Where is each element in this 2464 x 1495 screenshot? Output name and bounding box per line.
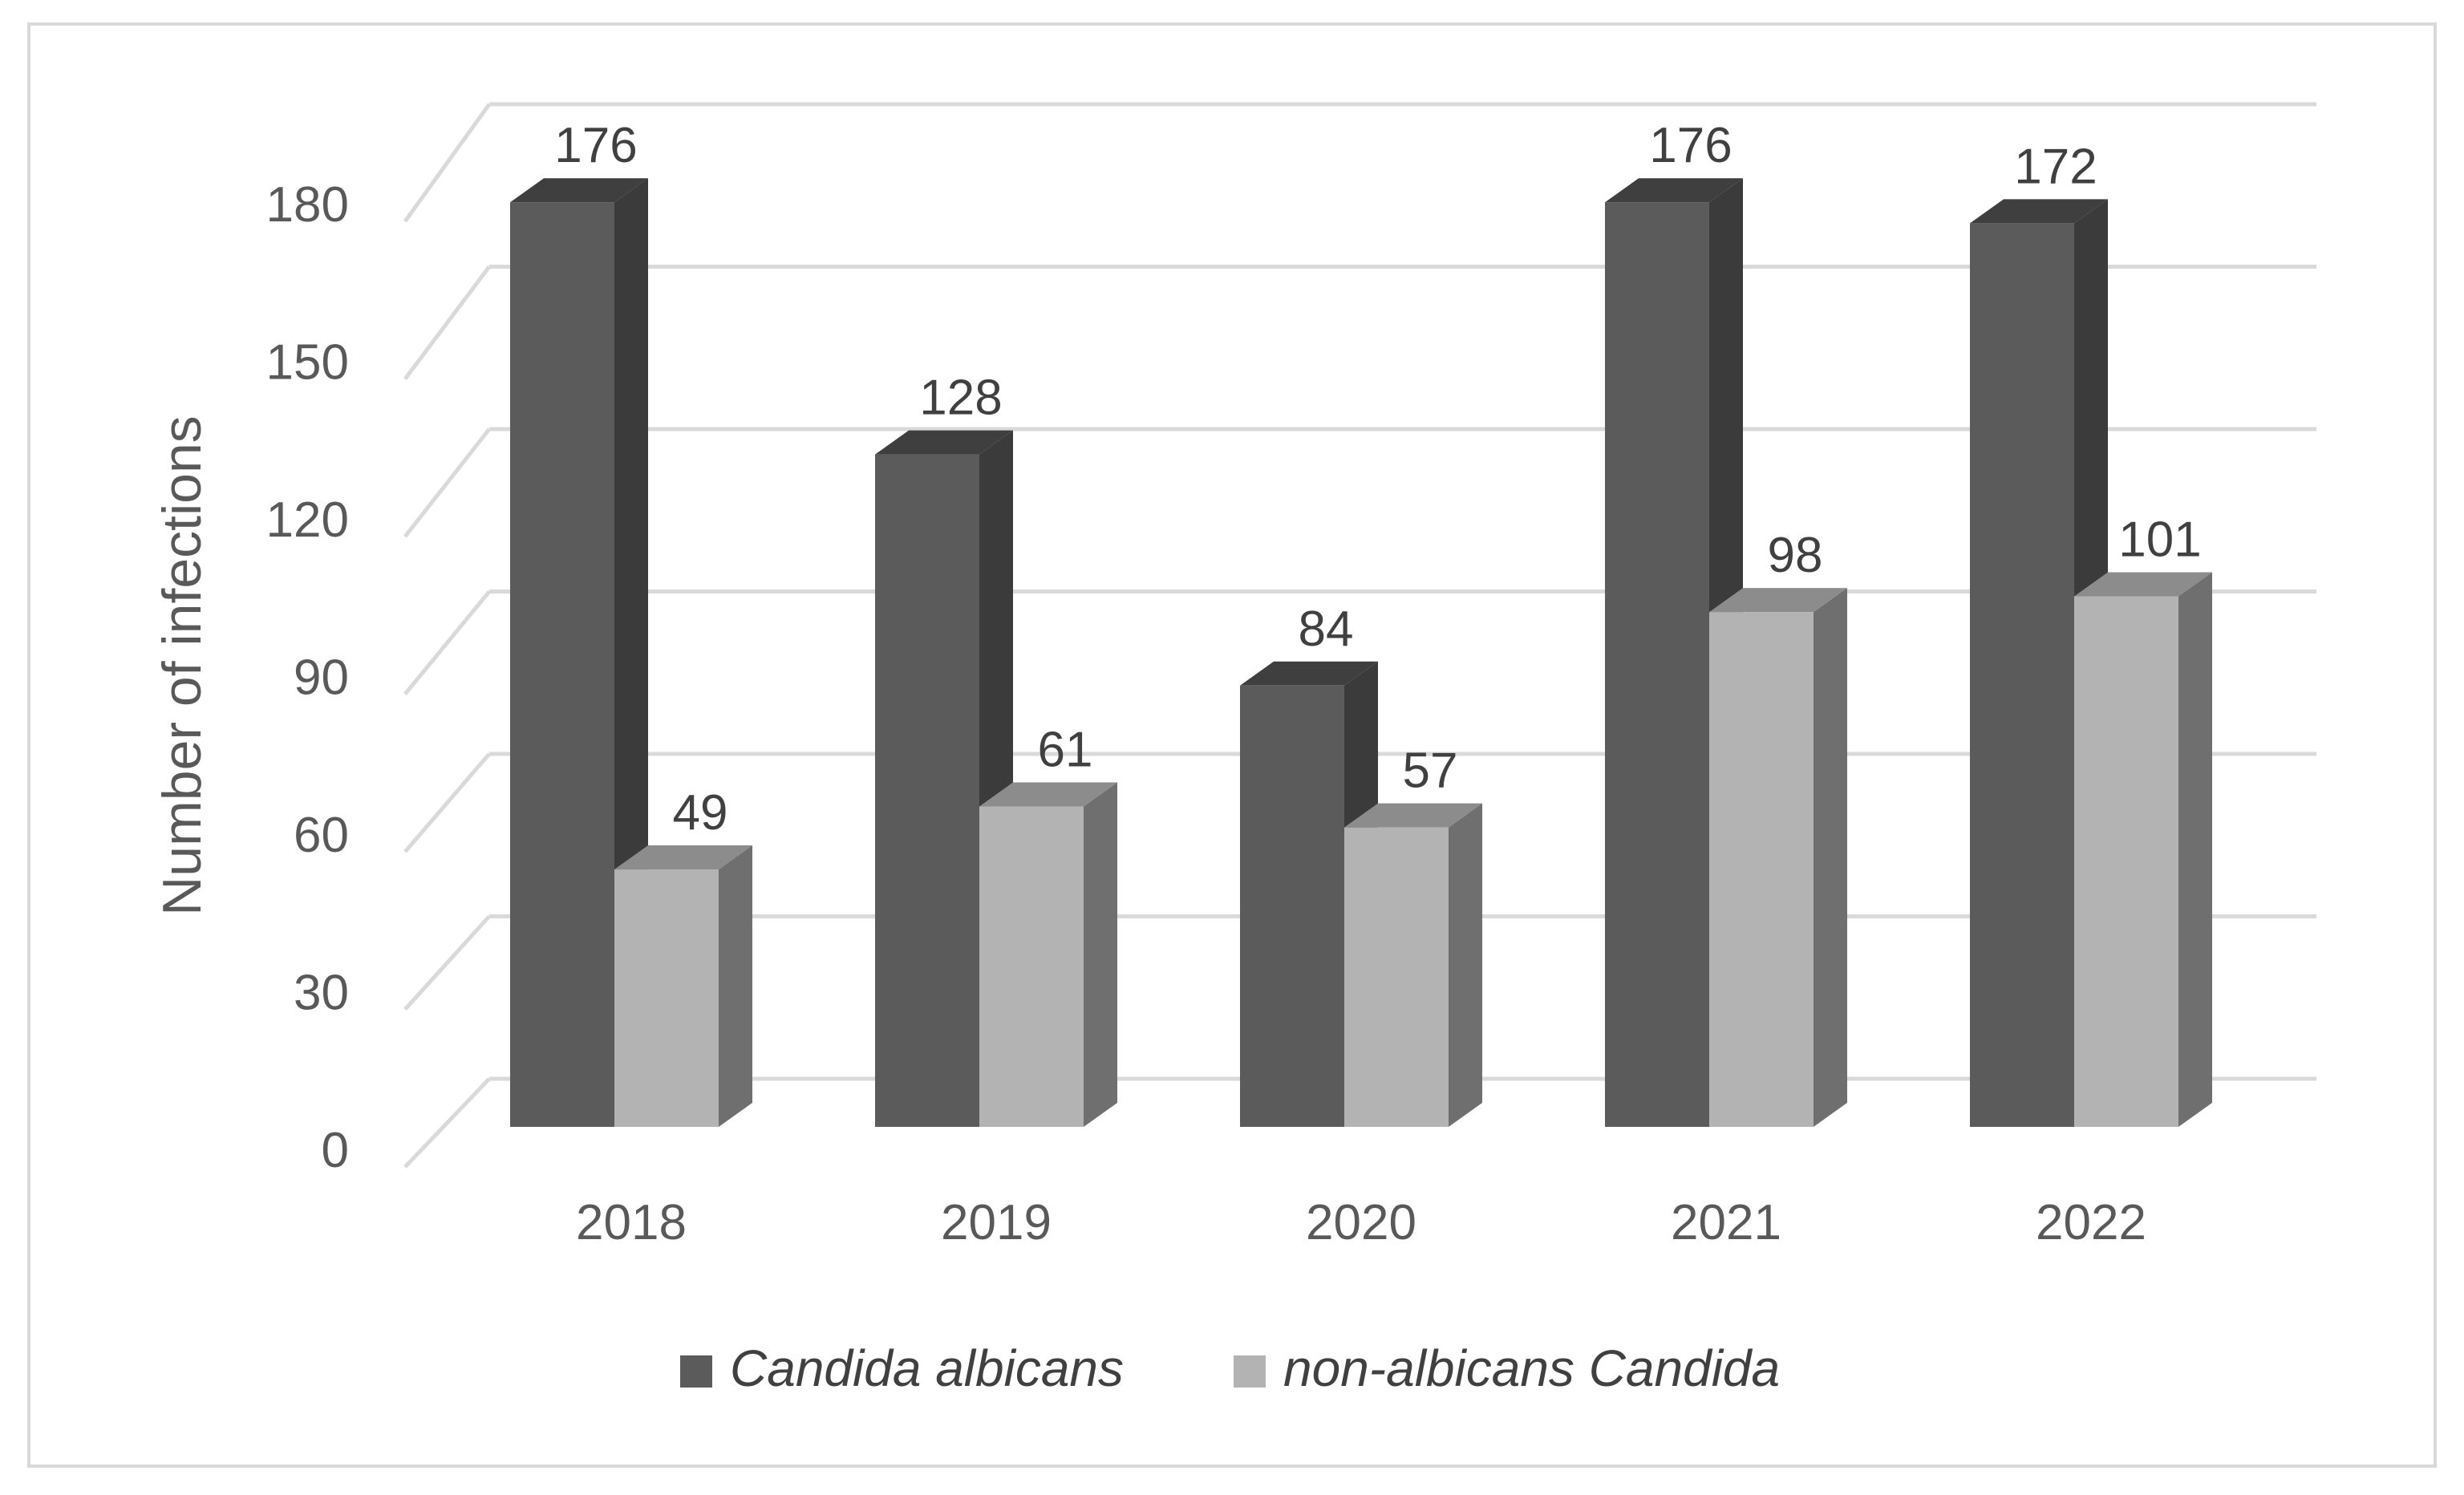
data-label: 172 (2014, 139, 2097, 194)
bar-front (979, 806, 1084, 1127)
bar-front (1605, 202, 1709, 1128)
data-label: 57 (1403, 743, 1458, 799)
bar-2021-non-albicans (1709, 588, 1847, 1127)
bar-2020-non-albicans (1344, 803, 1482, 1127)
data-label: 98 (1768, 528, 1823, 583)
bar-top (1605, 178, 1743, 203)
bar-top (1970, 199, 2108, 224)
data-label: 49 (673, 785, 728, 841)
gridline-side (403, 265, 491, 380)
bar-front (614, 869, 719, 1127)
y-axis-title: Number of infections (152, 415, 213, 916)
x-tick-label: 2020 (1306, 1195, 1416, 1250)
x-tick-label: 2018 (576, 1195, 687, 1250)
gridline-side (403, 427, 491, 538)
x-tick-label: 2021 (1671, 1195, 1781, 1250)
y-tick-label: 30 (294, 966, 349, 1021)
bar-side (1814, 588, 1847, 1127)
data-label: 176 (1649, 118, 1732, 173)
bar-top (510, 178, 648, 203)
data-label: 128 (919, 371, 1002, 426)
y-tick-label: 90 (294, 650, 349, 706)
x-tick-label: 2019 (941, 1195, 1052, 1250)
y-axis-ticks: 0 30 60 90 120 150 180 (266, 177, 349, 1178)
legend-label: non-albicans Candida (1283, 1339, 1780, 1397)
bar-front (1970, 223, 2074, 1127)
bar-side (1084, 782, 1117, 1127)
data-label: 101 (2118, 512, 2201, 567)
legend: Candida albicans non-albicans Candida (680, 1339, 1780, 1397)
data-label: 176 (554, 118, 637, 173)
bar-2019-non-albicans (979, 782, 1117, 1127)
bar-front (875, 454, 979, 1127)
x-tick-label: 2022 (2036, 1195, 2146, 1250)
bar-top (2074, 572, 2212, 597)
bar-side (1449, 803, 1482, 1127)
bar-top (875, 430, 1013, 455)
gridline-side (403, 1077, 491, 1169)
bar-top (614, 845, 752, 870)
x-axis-ticks: 2018 2019 2020 2021 2022 (576, 1195, 2146, 1250)
legend-label: Candida albicans (730, 1339, 1124, 1397)
bar-front (1709, 612, 1814, 1127)
y-tick-label: 180 (266, 177, 349, 233)
bar-front (510, 202, 614, 1128)
y-tick-label: 0 (322, 1123, 349, 1178)
gridline-side (403, 914, 491, 1011)
bar-top (979, 782, 1117, 807)
bar-top (1344, 803, 1482, 828)
bar-front (1240, 685, 1344, 1127)
y-tick-label: 120 (266, 492, 349, 548)
bar-front (2074, 596, 2178, 1127)
bar-side (2178, 572, 2212, 1127)
data-label: 61 (1038, 722, 1093, 777)
bar-2022-non-albicans (2074, 572, 2212, 1127)
y-tick-label: 60 (294, 808, 349, 863)
bar-side (719, 845, 752, 1127)
gridline-side (403, 752, 491, 853)
data-label: 84 (1299, 602, 1354, 657)
legend-swatch (680, 1355, 712, 1388)
bar-top (1709, 588, 1847, 613)
legend-swatch (1234, 1355, 1266, 1388)
gridline-side (403, 103, 492, 223)
gridline-side (403, 589, 491, 696)
bars: 176 49 128 61 84 57 176 98 172 101 (510, 118, 2212, 1128)
y-tick-label: 150 (266, 335, 349, 391)
bar-top (1240, 661, 1378, 686)
bar-front (1344, 827, 1449, 1127)
bar-2018-non-albicans (614, 845, 752, 1127)
